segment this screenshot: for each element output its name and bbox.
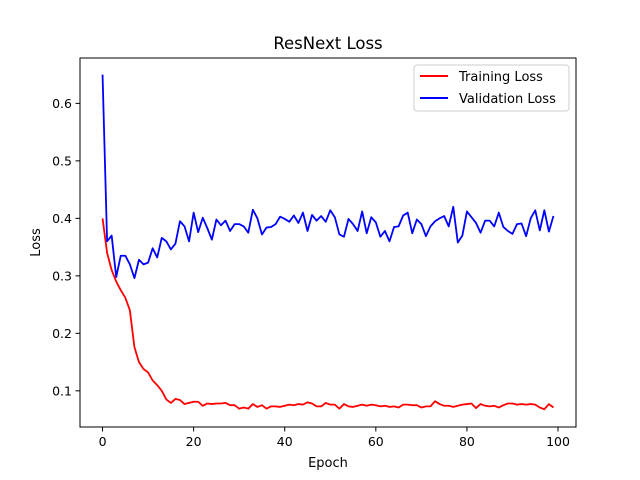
y-tick-label: 0.4 <box>52 211 72 226</box>
x-tick-label: 60 <box>368 434 384 449</box>
series-layer <box>101 74 555 411</box>
x-tick-label: 100 <box>546 434 570 449</box>
x-tick-label: 0 <box>99 434 107 449</box>
series-line-training-loss <box>101 218 554 411</box>
series-line-validation-loss <box>101 74 555 280</box>
x-axis-label: Epoch <box>308 456 348 471</box>
y-tick-label: 0.1 <box>52 383 72 398</box>
y-tick-label: 0.2 <box>52 326 72 341</box>
legend-box <box>413 64 570 112</box>
x-tick-label: 80 <box>459 434 475 449</box>
y-tick-label: 0.3 <box>52 268 72 283</box>
legend: Training Loss Validation Loss <box>413 64 570 112</box>
y-axis-label: Loss <box>29 228 44 257</box>
legend-label-validation: Validation Loss <box>459 92 556 107</box>
chart-title: ResNext Loss <box>273 34 382 53</box>
y-tick-label: 0.5 <box>52 153 72 168</box>
y-tick-label: 0.6 <box>52 96 72 111</box>
legend-label-training: Training Loss <box>458 70 543 85</box>
x-tick-label: 40 <box>277 434 293 449</box>
ticks-layer: 0 20 40 60 80 100 0.1 0.2 0.3 0.4 0.5 0.6 <box>52 96 570 449</box>
x-tick-label: 20 <box>186 434 202 449</box>
plot-frame <box>79 57 577 428</box>
